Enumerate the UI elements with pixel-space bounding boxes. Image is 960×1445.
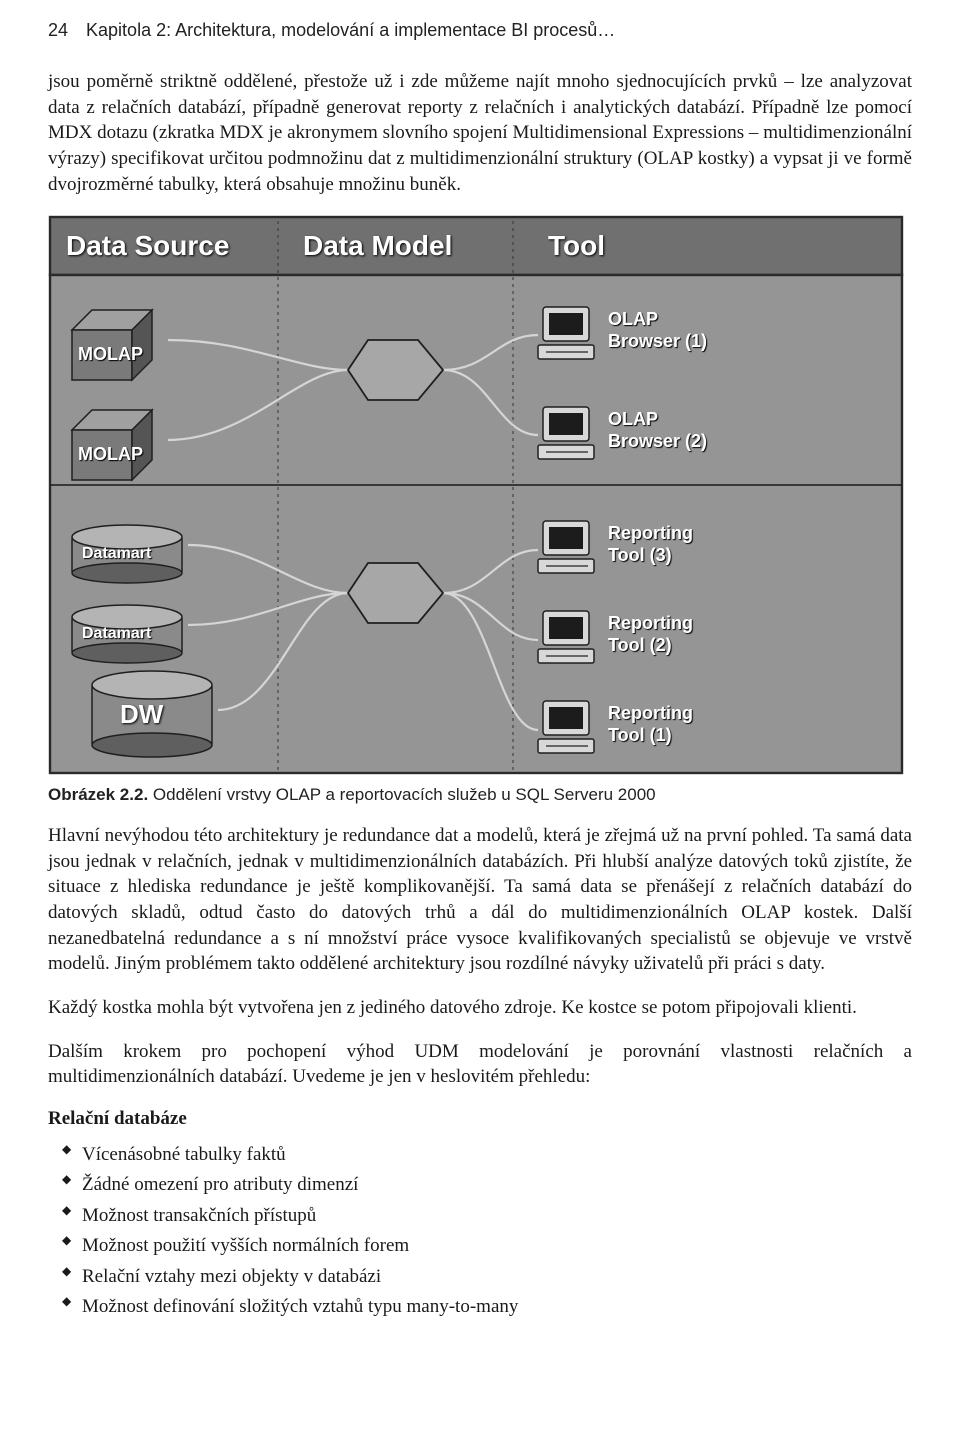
list-item: Možnost definování složitých vztahů typu… bbox=[62, 1292, 912, 1322]
source-datamart-1-label: Datamart bbox=[82, 545, 152, 562]
tool-1-label-a: OLAP bbox=[608, 309, 658, 329]
source-molap-2: MOLAP bbox=[72, 410, 152, 480]
col-header-source: Data Source bbox=[66, 230, 229, 261]
tool-2-label-a: OLAP bbox=[608, 409, 658, 429]
paragraph-3: Každý kostka mohla být vytvořena jen z j… bbox=[48, 995, 912, 1021]
source-molap-1: MOLAP bbox=[72, 310, 152, 380]
list-item: Možnost transakčních přístupů bbox=[62, 1201, 912, 1231]
running-header: 24 Kapitola 2: Architektura, modelování … bbox=[48, 20, 912, 41]
col-header-tool: Tool bbox=[548, 230, 605, 261]
source-datamart-1: Datamart bbox=[72, 525, 182, 583]
page-number: 24 bbox=[48, 20, 68, 41]
source-molap-2-label: MOLAP bbox=[78, 444, 143, 464]
list-item: Vícenásobné tabulky faktů bbox=[62, 1140, 912, 1170]
figure-caption-label: Obrázek 2.2. bbox=[48, 785, 148, 804]
tool-4-label-b: Tool (2) bbox=[608, 635, 672, 655]
tool-2-label-b: Browser (2) bbox=[608, 431, 707, 451]
col-header-model: Data Model bbox=[303, 230, 452, 261]
list-item: Možnost použití vyšších normálních forem bbox=[62, 1231, 912, 1261]
paragraph-4: Dalším krokem pro pochopení výhod UDM mo… bbox=[48, 1039, 912, 1090]
source-dw-label: DW bbox=[120, 699, 164, 729]
figure-caption: Obrázek 2.2. Oddělení vrstvy OLAP a repo… bbox=[48, 785, 912, 805]
tool-3-label-a: Reporting bbox=[608, 523, 693, 543]
paragraph-2: Hlavní nevýhodou této architektury je re… bbox=[48, 823, 912, 977]
source-datamart-2-label: Datamart bbox=[82, 625, 152, 642]
chapter-title: Kapitola 2: Architektura, modelování a i… bbox=[86, 20, 912, 41]
figure-caption-text: Oddělení vrstvy OLAP a reportovacích slu… bbox=[148, 785, 655, 804]
tool-1-label-b: Browser (1) bbox=[608, 331, 707, 351]
source-dw: DW bbox=[92, 671, 212, 757]
tool-3-label-b: Tool (3) bbox=[608, 545, 672, 565]
tool-5-label-a: Reporting bbox=[608, 703, 693, 723]
paragraph-1: jsou poměrně striktně oddělené, přestože… bbox=[48, 69, 912, 197]
list-item: Relační vztahy mezi objekty v databázi bbox=[62, 1262, 912, 1292]
heading-relational-db: Relační databáze bbox=[48, 1108, 912, 1130]
diagram-svg: Data Source Data Model Tool bbox=[48, 215, 904, 775]
list-item: Žádné omezení pro atributy dimenzí bbox=[62, 1170, 912, 1200]
bullet-list: Vícenásobné tabulky faktů Žádné omezení … bbox=[48, 1140, 912, 1322]
figure-2-2: Data Source Data Model Tool bbox=[48, 215, 912, 775]
source-datamart-2: Datamart bbox=[72, 605, 182, 663]
tool-5-label-b: Tool (1) bbox=[608, 725, 672, 745]
page: 24 Kapitola 2: Architektura, modelování … bbox=[0, 0, 960, 1374]
tool-4-label-a: Reporting bbox=[608, 613, 693, 633]
source-molap-1-label: MOLAP bbox=[78, 344, 143, 364]
